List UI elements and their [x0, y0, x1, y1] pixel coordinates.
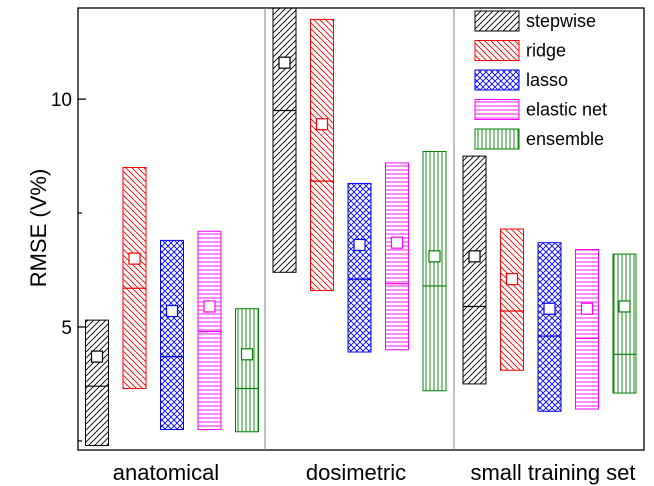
- y-tick-label: 10: [51, 90, 72, 111]
- mean-marker: [203, 300, 216, 313]
- mean-marker: [468, 250, 481, 263]
- legend-swatch: [474, 128, 520, 150]
- box-fill: [273, 8, 296, 273]
- box-ridge-small-training-set: [500, 228, 524, 371]
- mean-marker: [315, 118, 329, 131]
- plot-boxes: [85, 7, 637, 446]
- legend-item: stepwise: [474, 10, 596, 32]
- legend-item: lasso: [474, 69, 568, 91]
- box-outline: [462, 155, 487, 385]
- box-outline: [500, 228, 524, 371]
- box-fill: [348, 183, 371, 353]
- mean-marker: [505, 273, 519, 286]
- box-fill: [198, 231, 221, 430]
- box-fill: [423, 151, 446, 391]
- plot-border: [77, 7, 645, 451]
- box-outline: [575, 249, 599, 410]
- box-outline: [310, 18, 334, 292]
- box-outline: [197, 230, 222, 430]
- box-fill: [613, 254, 636, 394]
- box-ensemble-dosimetric: [422, 151, 447, 392]
- box-outline: [160, 239, 184, 430]
- category-label: dosimetric: [306, 460, 406, 485]
- box-lasso-dosimetric: [347, 182, 372, 353]
- mean-marker: [240, 348, 254, 361]
- mean-marker: [90, 350, 104, 363]
- box-outline: [347, 182, 372, 353]
- mean-marker: [390, 236, 404, 249]
- legend-swatch: [474, 10, 520, 32]
- box-elastic-net-small-training-set: [575, 249, 599, 410]
- mean-marker: [618, 300, 631, 313]
- legend-label: ridge: [526, 41, 566, 61]
- box-fill: [160, 240, 184, 430]
- box-outline: [422, 151, 447, 392]
- box-stepwise-dosimetric: [272, 7, 297, 273]
- box-elastic-net-dosimetric: [385, 162, 409, 351]
- category-label: small training set: [470, 460, 635, 485]
- box-ridge-dosimetric: [310, 18, 334, 292]
- legend-label: lasso: [526, 70, 568, 90]
- category-label: anatomical: [113, 460, 219, 485]
- mean-marker: [428, 250, 441, 263]
- plot-frame: [77, 7, 645, 451]
- box-outline: [122, 166, 147, 389]
- mean-marker: [278, 56, 291, 69]
- box-fill: [85, 320, 109, 446]
- box-fill: [463, 156, 486, 384]
- box-ridge-anatomical: [122, 166, 147, 389]
- box-fill: [575, 249, 599, 409]
- legend-item: elastic net: [474, 99, 607, 120]
- box-outline: [85, 319, 109, 446]
- legend-item: ensemble: [474, 128, 604, 150]
- box-fill: [235, 308, 259, 432]
- legend-swatch: [474, 99, 520, 120]
- legend-swatch: [474, 69, 520, 91]
- y-axis-title: RMSE (V%): [26, 169, 51, 288]
- box-elastic-net-anatomical: [197, 230, 222, 430]
- legend-item: ridge: [474, 40, 566, 61]
- box-lasso-anatomical: [160, 239, 184, 430]
- box-stepwise-small-training-set: [462, 155, 487, 385]
- box-outline: [385, 162, 409, 351]
- y-axis: 5 10: [51, 90, 86, 442]
- legend-label: elastic net: [526, 100, 607, 120]
- box-stepwise-anatomical: [85, 319, 109, 446]
- box-fill: [123, 167, 146, 389]
- box-ensemble-small-training-set: [612, 253, 637, 394]
- box-lasso-small-training-set: [537, 242, 562, 412]
- box-ensemble-anatomical: [235, 308, 259, 433]
- mean-marker: [580, 302, 594, 315]
- box-outline: [537, 242, 562, 412]
- mean-marker: [128, 252, 141, 265]
- box-fill: [500, 229, 524, 371]
- y-tick-label: 5: [61, 318, 72, 339]
- box-outline: [612, 253, 637, 394]
- legend-label: ensemble: [526, 129, 604, 149]
- legend: stepwise ridge lasso elastic net ensemble: [474, 10, 607, 150]
- mean-marker: [353, 238, 366, 252]
- box-outline: [235, 308, 259, 433]
- legend-label: stepwise: [526, 11, 596, 31]
- x-axis: anatomical dosimetric small training set: [113, 460, 636, 485]
- mean-marker: [543, 302, 556, 315]
- box-fill: [538, 242, 561, 412]
- legend-swatch: [474, 40, 520, 61]
- box-fill: [310, 19, 334, 291]
- mean-marker: [165, 304, 179, 318]
- box-fill: [385, 162, 409, 350]
